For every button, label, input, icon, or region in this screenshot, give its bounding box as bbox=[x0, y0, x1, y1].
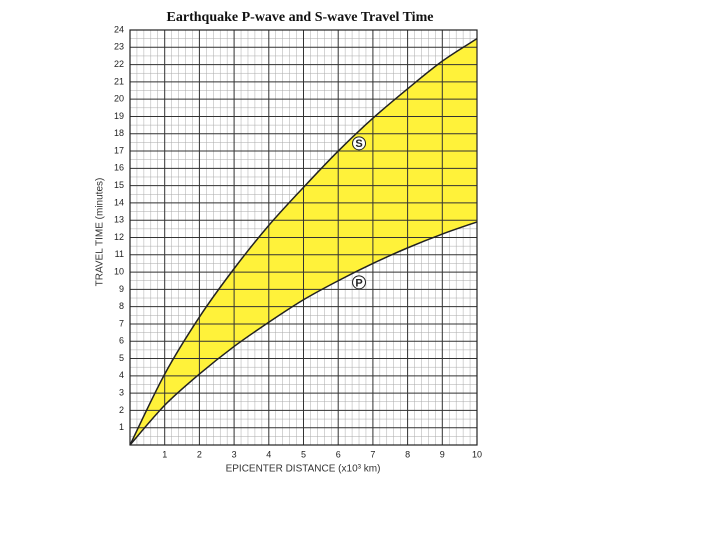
y-tick-label: 12 bbox=[114, 232, 124, 242]
series-label-circle bbox=[352, 136, 367, 151]
x-tick-label: 9 bbox=[440, 449, 445, 459]
y-tick-label: 13 bbox=[114, 215, 124, 225]
x-tick-label: 1 bbox=[162, 449, 167, 459]
y-tick-label: 24 bbox=[114, 24, 124, 34]
x-tick-label: 8 bbox=[405, 449, 410, 459]
series-label: P bbox=[355, 277, 362, 289]
y-axis-title: TRAVEL TIME (minutes) bbox=[95, 178, 106, 287]
y-tick-label: 16 bbox=[114, 163, 124, 173]
y-tick-label: 19 bbox=[114, 111, 124, 121]
chart-title: Earthquake P-wave and S-wave Travel Time bbox=[167, 10, 434, 25]
y-tick-label: 10 bbox=[114, 266, 124, 276]
x-tick-label: 2 bbox=[197, 449, 202, 459]
x-tick-label: 6 bbox=[336, 449, 341, 459]
y-tick-label: 8 bbox=[119, 301, 124, 311]
y-tick-label: 5 bbox=[119, 353, 124, 363]
y-tick-label: 6 bbox=[119, 336, 124, 346]
x-tick-label: 10 bbox=[472, 449, 482, 459]
y-tick-label: 17 bbox=[114, 145, 124, 155]
y-tick-label: 9 bbox=[119, 284, 124, 294]
y-tick-label: 1 bbox=[119, 422, 124, 432]
x-tick-label: 4 bbox=[266, 449, 271, 459]
y-tick-label: 7 bbox=[119, 318, 124, 328]
y-tick-label: 2 bbox=[119, 405, 124, 415]
x-tick-label: 7 bbox=[370, 449, 375, 459]
y-tick-label: 21 bbox=[114, 76, 124, 86]
y-tick-label: 20 bbox=[114, 94, 124, 104]
y-tick-label: 14 bbox=[114, 197, 124, 207]
y-tick-label: 18 bbox=[114, 128, 124, 138]
plot-frame bbox=[129, 29, 478, 446]
x-tick-label: 3 bbox=[232, 449, 237, 459]
y-tick-label: 11 bbox=[115, 249, 124, 259]
y-tick-label: 23 bbox=[114, 42, 124, 52]
y-tick-label: 22 bbox=[114, 59, 124, 69]
y-tick-label: 15 bbox=[114, 180, 124, 190]
series-label: S bbox=[355, 138, 362, 150]
series-line bbox=[129, 38, 478, 446]
series-line bbox=[129, 221, 478, 446]
series-label-circle bbox=[352, 275, 367, 290]
x-axis-title: EPICENTER DISTANCE (x10³ km) bbox=[226, 464, 381, 475]
y-tick-label: 4 bbox=[119, 370, 124, 380]
y-tick-label: 3 bbox=[119, 388, 124, 398]
x-tick-label: 5 bbox=[301, 449, 306, 459]
